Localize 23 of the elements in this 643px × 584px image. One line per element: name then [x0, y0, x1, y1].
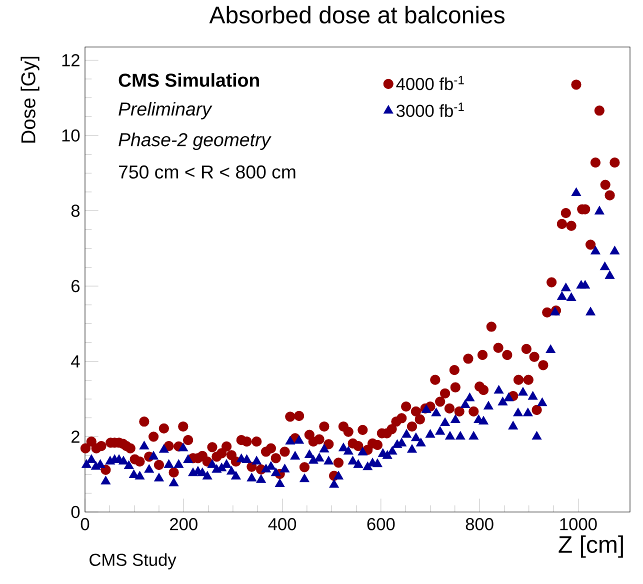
x-tick-label: 800 [466, 518, 494, 530]
annotation: 750 cm < R < 800 cm [119, 165, 296, 179]
annotation: CMS Simulation [118, 73, 259, 87]
y-tick-label: 6 [72, 280, 80, 292]
chart-title: Absorbed dose at balconies [209, 6, 505, 24]
x-tick-label: 200 [170, 518, 198, 530]
y-tick-label: 4 [71, 355, 80, 368]
y-tick-label: 2 [72, 430, 80, 443]
y-tick-label: 12 [62, 54, 80, 66]
y-tick-label: 0 [71, 506, 80, 518]
text: CMS Study [90, 553, 176, 570]
y-tick-label: 10 [62, 129, 80, 142]
annotation: Phase-2 geometry [118, 132, 272, 150]
x-axis-title: Z [cm] [558, 535, 623, 558]
x-tick-label: 0 [80, 518, 90, 530]
y-tick-label: 8 [71, 204, 80, 217]
legend-label: 3000 fb$^{-1}$ [396, 102, 464, 117]
legend-label: 4000 fb$^{-1}$ [396, 76, 464, 90]
y-axis-title: Dose [Gy] [20, 56, 40, 143]
annotation: Preliminary [118, 102, 212, 120]
x-tick-label: 1000 [560, 518, 597, 530]
x-tick-label: 600 [367, 518, 395, 530]
x-tick-label: 400 [268, 518, 296, 530]
